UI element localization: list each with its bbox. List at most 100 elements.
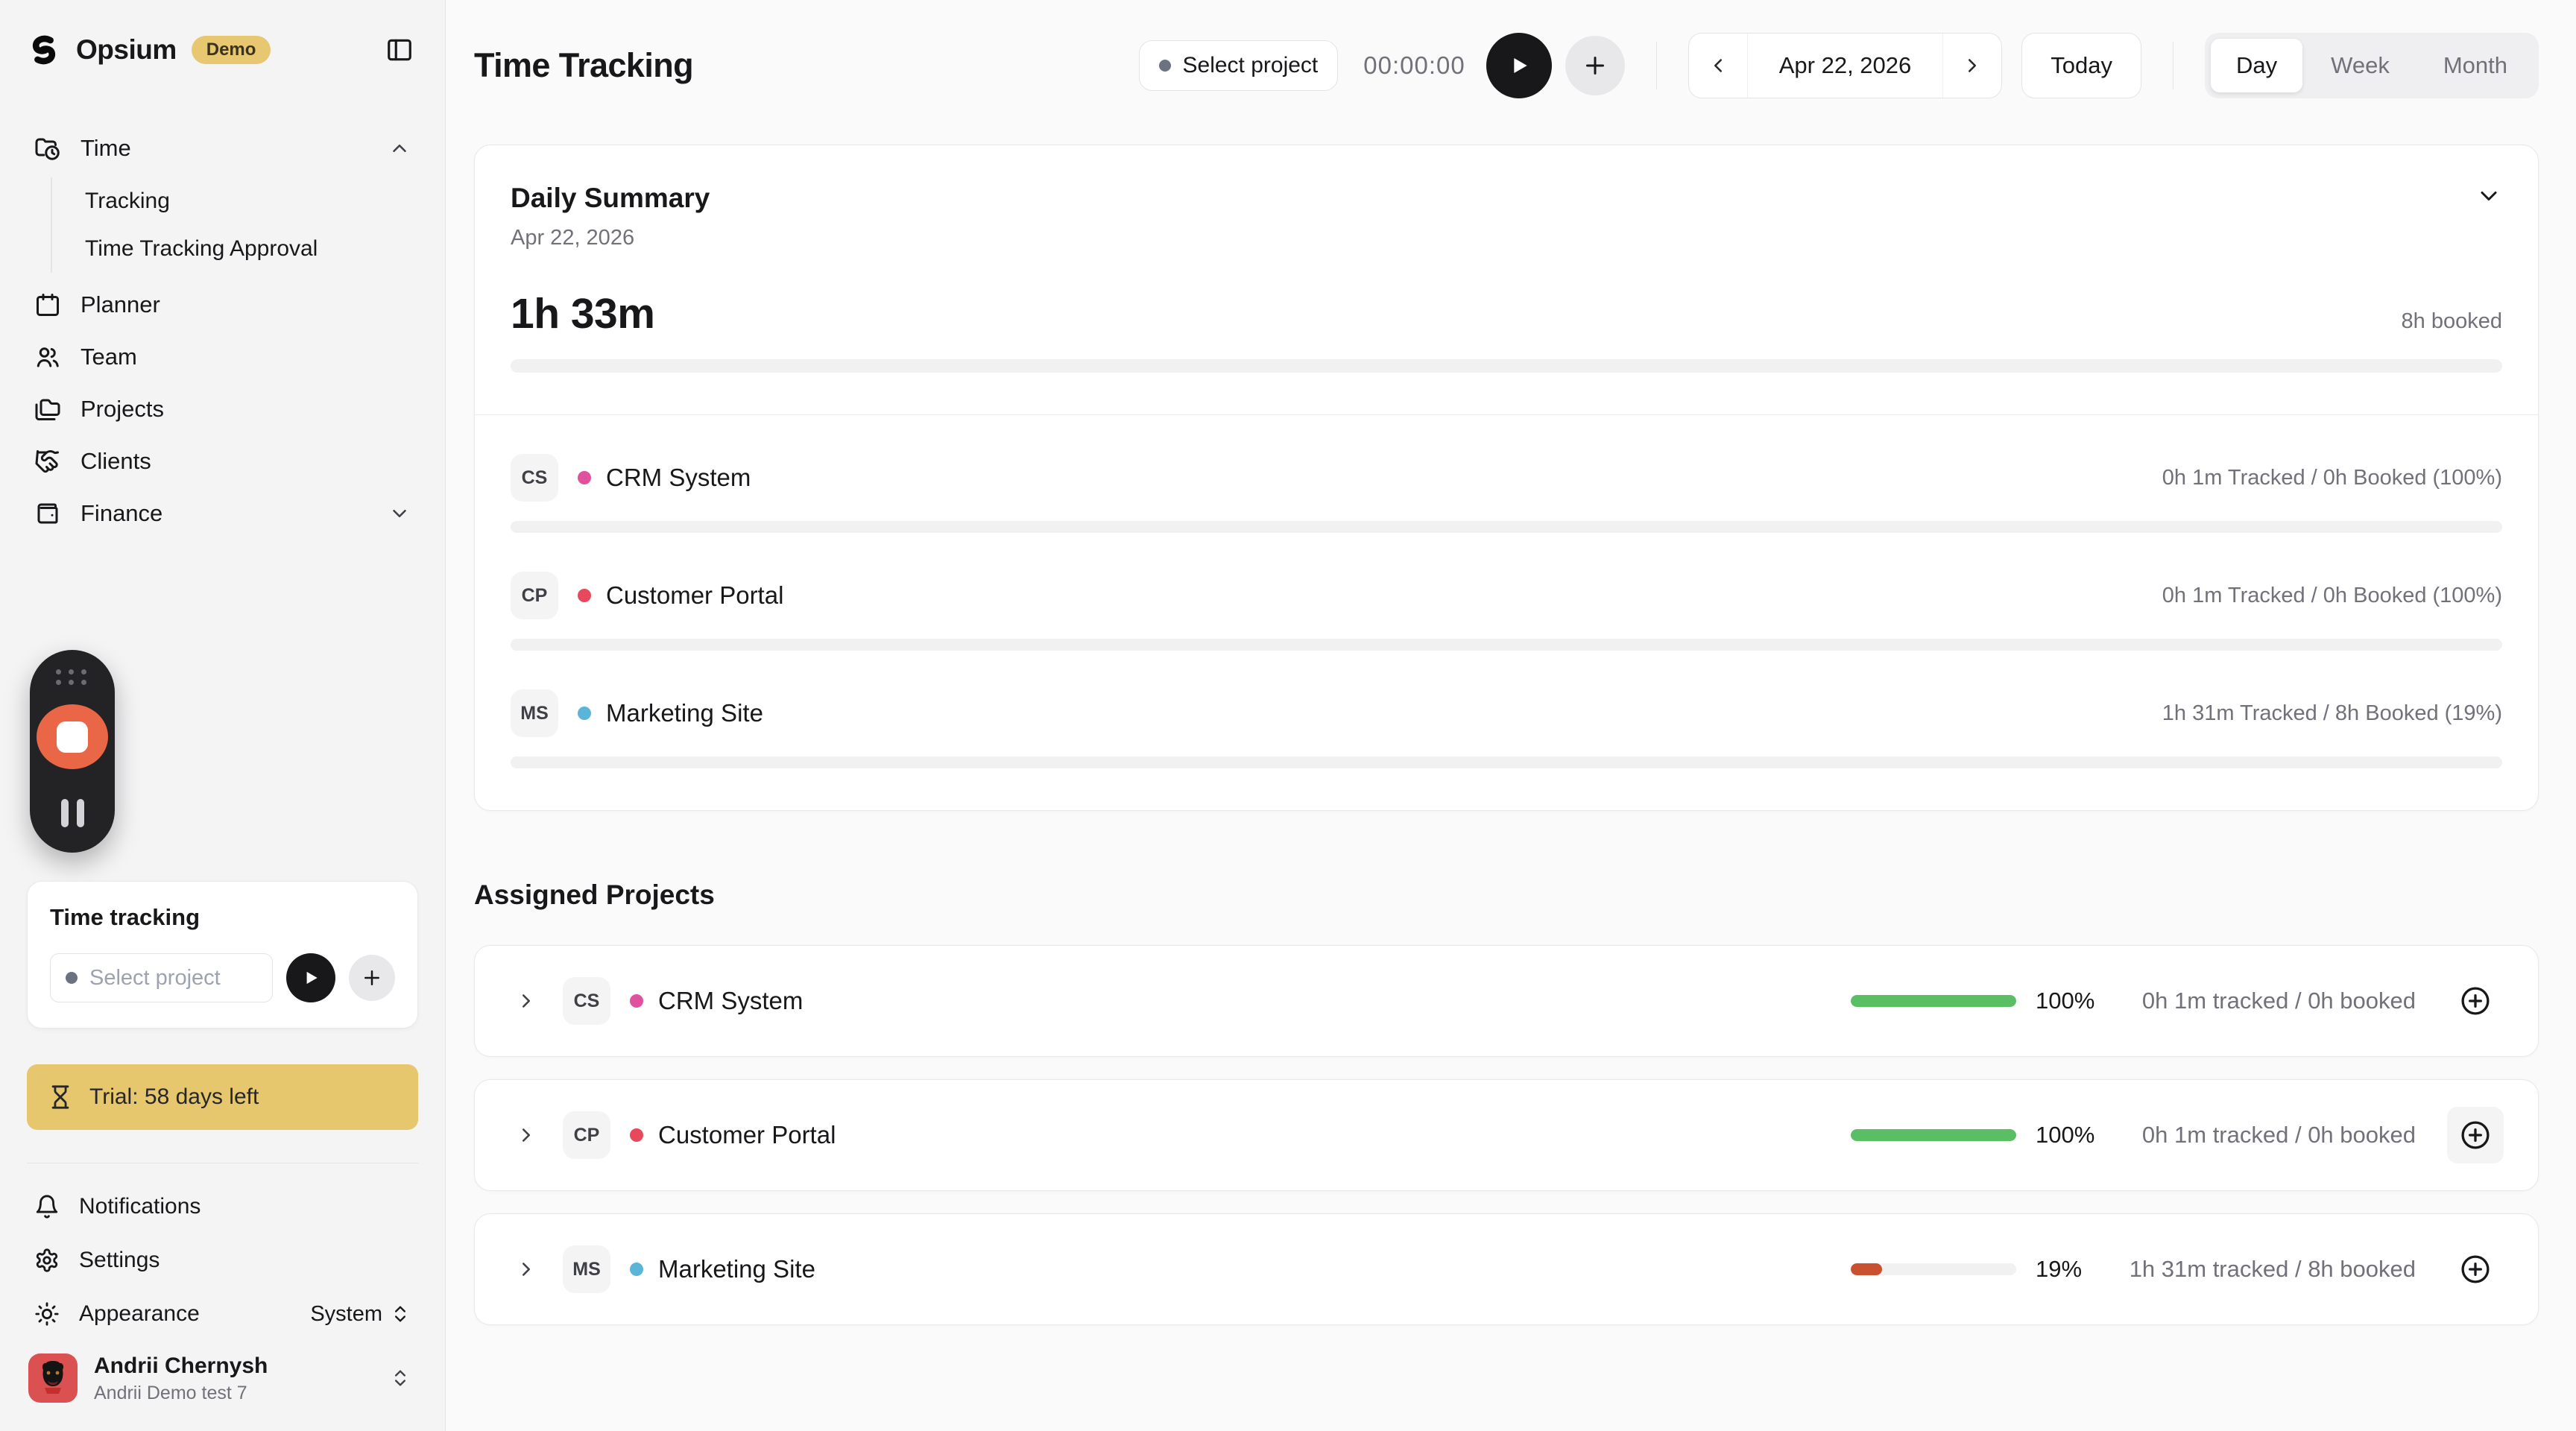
- project-select-input[interactable]: Select project: [50, 953, 273, 1002]
- hourglass-icon: [51, 1085, 69, 1109]
- sidebar-item-notifications[interactable]: Notifications: [27, 1180, 418, 1233]
- add-time-for-project-button[interactable]: [2447, 1107, 2504, 1163]
- stop-tracking-button[interactable]: [37, 704, 108, 769]
- circle-plus-icon: [2461, 987, 2490, 1015]
- daily-summary-card: Daily Summary Apr 22, 2026 1h 33m 8h boo…: [474, 145, 2539, 811]
- time-tracking-card-title: Time tracking: [50, 904, 201, 930]
- sidebar-item-label: Appearance: [79, 1301, 200, 1326]
- brand: Opsium Demo: [27, 31, 418, 69]
- daily-summary-date: Apr 22, 2026: [511, 226, 635, 250]
- daily-summary-title: Daily Summary: [511, 183, 710, 213]
- time-subtree: Tracking Time Tracking Approval: [51, 177, 418, 273]
- sidebar-item-label: Finance: [80, 500, 163, 526]
- project-progress-percent: 19%: [2036, 1256, 2083, 1282]
- plus-icon: [364, 970, 379, 985]
- chevrons-up-down-icon: [390, 1368, 411, 1389]
- trial-banner[interactable]: Trial: 58 days left: [27, 1064, 418, 1130]
- today-button[interactable]: Today: [2021, 33, 2141, 98]
- collapse-summary-button[interactable]: [2475, 183, 2502, 209]
- drag-handle-icon[interactable]: [56, 669, 89, 685]
- users-icon: [37, 347, 59, 367]
- tab-day[interactable]: Day: [2211, 39, 2303, 92]
- project-progress-track: [1851, 1263, 2016, 1275]
- summary-row: MS Marketing Site 1h 31m Tracked / 8h Bo…: [511, 689, 2502, 768]
- add-time-entry-button[interactable]: [349, 955, 395, 1001]
- panel-left-icon: [388, 39, 411, 61]
- sidebar-item-label: Team: [80, 344, 137, 370]
- summary-row: CS CRM System 0h 1m Tracked / 0h Booked …: [511, 454, 2502, 533]
- project-name: Customer Portal: [606, 581, 784, 609]
- gear-icon: [36, 1248, 58, 1272]
- sidebar-item-settings[interactable]: Settings: [27, 1233, 418, 1287]
- page-content: Daily Summary Apr 22, 2026 1h 33m 8h boo…: [446, 131, 2576, 1431]
- floating-tracker-widget[interactable]: [30, 650, 115, 853]
- sidebar-item-time[interactable]: Time: [27, 122, 418, 174]
- play-icon: [1514, 58, 1527, 73]
- project-select-placeholder: Select project: [89, 965, 221, 990]
- assigned-project-row[interactable]: MS Marketing Site 19% 1h 31m tracked / 8…: [474, 1213, 2539, 1325]
- pause-button[interactable]: [60, 799, 84, 827]
- add-time-for-project-button[interactable]: [2447, 1241, 2504, 1298]
- project-tracked-detail: 1h 31m tracked / 8h booked: [2129, 1256, 2416, 1282]
- sidebar-item-clients[interactable]: Clients: [27, 435, 418, 487]
- bell-icon: [36, 1195, 58, 1219]
- sidebar: Opsium Demo Time Tracking Time Tracking …: [0, 0, 446, 1431]
- project-name: CRM System: [606, 464, 751, 491]
- header-divider: [2173, 42, 2174, 89]
- project-tracked-detail: 0h 1m Tracked / 0h Booked (100%): [2162, 465, 2502, 490]
- play-icon: [306, 971, 318, 985]
- project-progress-track: [1851, 1129, 2016, 1141]
- handshake-icon: [35, 450, 59, 473]
- view-switcher: Day Week Month: [2205, 33, 2539, 98]
- opsium-logo-icon: [27, 33, 61, 67]
- tab-week[interactable]: Week: [2305, 39, 2415, 92]
- calendar-icon: [37, 294, 59, 316]
- sidebar-item-label: Time Tracking Approval: [85, 236, 318, 261]
- header-start-timer-button[interactable]: [1486, 33, 1552, 98]
- prev-day-button[interactable]: [1689, 34, 1747, 98]
- folders-icon: [35, 399, 60, 420]
- header-divider: [1655, 42, 1657, 89]
- next-day-button[interactable]: [1943, 34, 2001, 98]
- project-tracked-detail: 0h 1m tracked / 0h booked: [2141, 1122, 2416, 1148]
- sidebar-item-tracking[interactable]: Tracking: [85, 177, 418, 225]
- sidebar-collapse-button[interactable]: [381, 31, 418, 69]
- expand-row-icon[interactable]: [509, 1252, 543, 1286]
- project-initials-badge: MS: [563, 1245, 610, 1293]
- circle-plus-icon: [2461, 1121, 2490, 1149]
- sidebar-item-planner[interactable]: Planner: [27, 279, 418, 331]
- summary-row: CP Customer Portal 0h 1m Tracked / 0h Bo…: [511, 572, 2502, 651]
- chevron-right-icon: [1969, 59, 1977, 72]
- sidebar-item-projects[interactable]: Projects: [27, 383, 418, 435]
- appearance-value[interactable]: System: [310, 1302, 411, 1327]
- start-timer-button[interactable]: [286, 953, 335, 1002]
- user-workspace: Andrii Demo test 7: [94, 1383, 247, 1403]
- daily-progress-track: [511, 359, 2502, 373]
- assigned-project-row[interactable]: CS CRM System 100% 0h 1m tracked / 0h bo…: [474, 945, 2539, 1057]
- header-project-select[interactable]: Select project: [1138, 40, 1339, 91]
- trial-label: Trial: 58 days left: [89, 1084, 259, 1109]
- sidebar-item-appearance[interactable]: Appearance System: [27, 1287, 418, 1341]
- user-menu[interactable]: Andrii Chernysh Andrii Demo test 7: [27, 1348, 418, 1405]
- assigned-project-row[interactable]: CP Customer Portal 100% 0h 1m tracked / …: [474, 1079, 2539, 1191]
- sidebar-item-team[interactable]: Team: [27, 331, 418, 383]
- expand-row-icon[interactable]: [509, 984, 543, 1018]
- tab-month[interactable]: Month: [2418, 39, 2533, 92]
- header-add-entry-button[interactable]: [1565, 36, 1625, 95]
- chevrons-up-down-icon: [395, 1306, 405, 1322]
- sidebar-item-time-tracking-approval[interactable]: Time Tracking Approval: [85, 225, 418, 273]
- add-time-for-project-button[interactable]: [2447, 973, 2504, 1029]
- project-progress-track: [511, 639, 2502, 651]
- sidebar-item-label: Settings: [79, 1248, 160, 1272]
- expand-row-icon[interactable]: [509, 1118, 543, 1152]
- sidebar-item-finance[interactable]: Finance: [27, 487, 418, 540]
- project-dot-icon: [1158, 60, 1171, 72]
- stop-icon: [57, 721, 88, 753]
- current-date[interactable]: Apr 22, 2026: [1746, 34, 1944, 98]
- chevron-left-icon: [1714, 59, 1722, 72]
- folder-clock-icon: [35, 138, 60, 160]
- project-name: Customer Portal: [658, 1121, 836, 1149]
- chevron-down-icon: [2481, 192, 2497, 200]
- sidebar-item-label: Planner: [80, 291, 160, 318]
- brand-name: Opsium: [76, 34, 177, 65]
